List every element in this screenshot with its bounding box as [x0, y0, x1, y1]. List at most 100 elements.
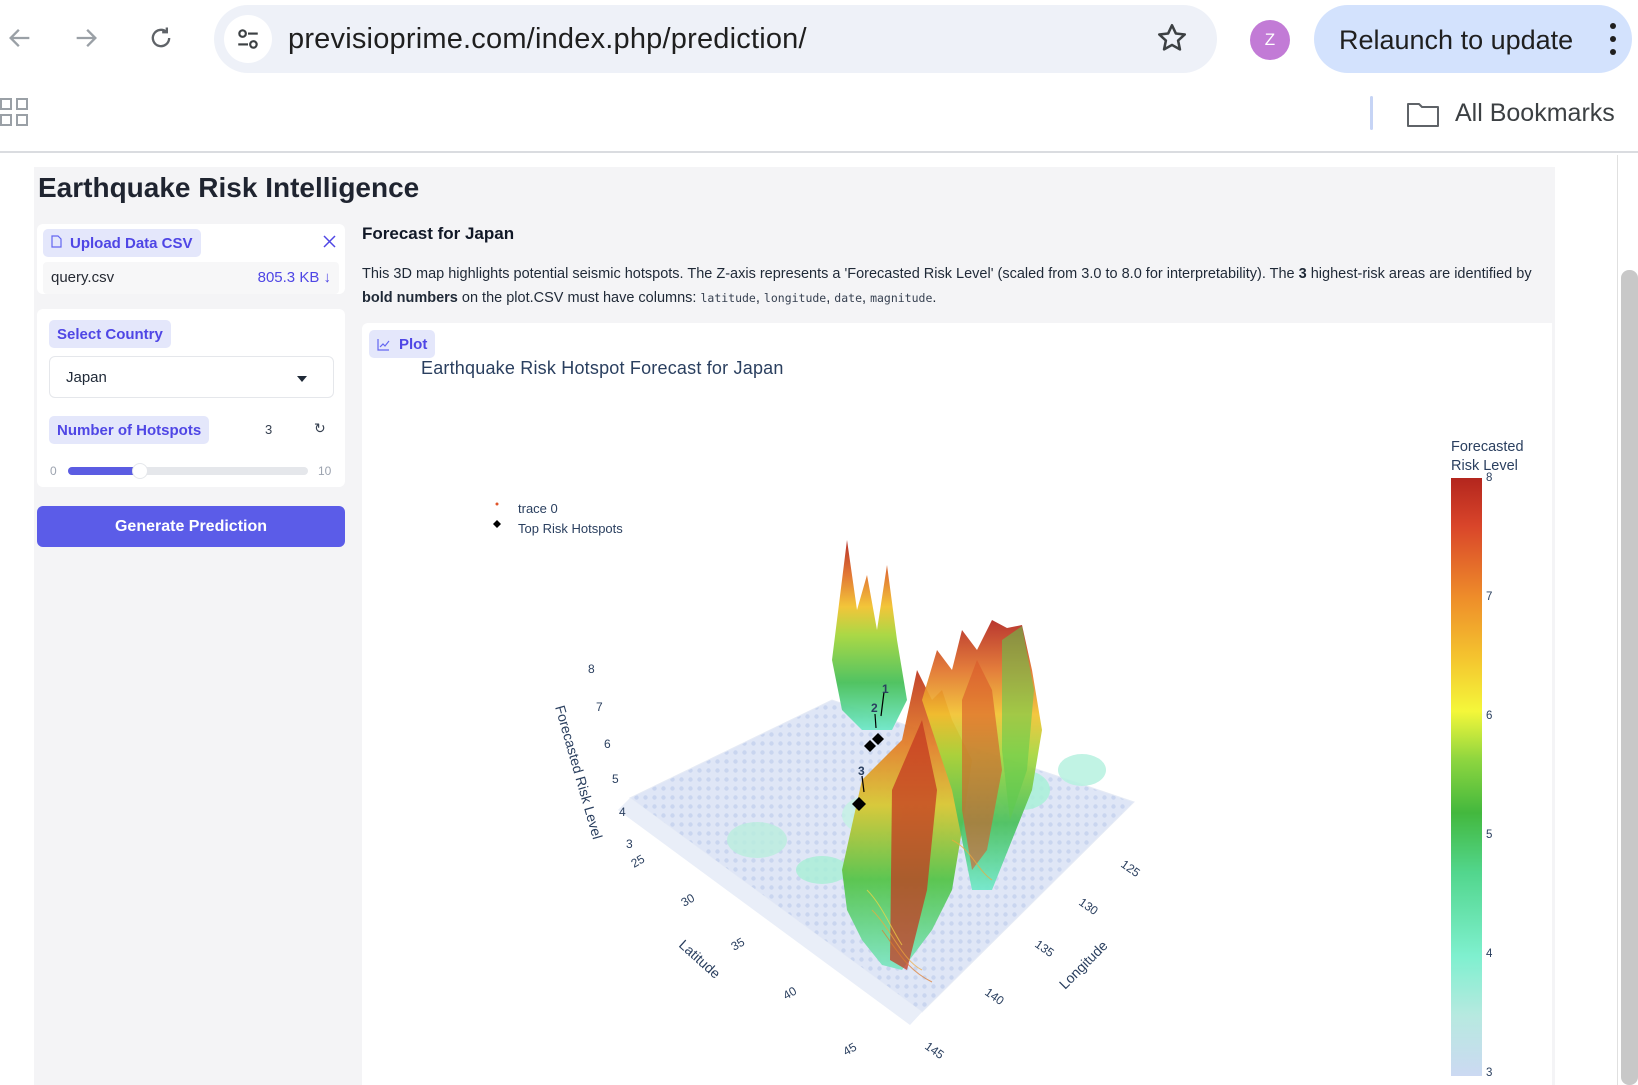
- close-icon: [322, 234, 336, 248]
- hotspot-marker: [864, 740, 876, 752]
- z-axis: 8 7 6 5 4 3 Forecasted Risk Level: [552, 662, 633, 851]
- relaunch-label: Relaunch to update: [1339, 25, 1574, 55]
- bookmarks-bar: All Bookmarks: [0, 78, 1638, 153]
- hotspot-label-3: 3: [858, 764, 865, 778]
- z-tick: 6: [604, 737, 611, 751]
- hotspot-label-2: 2: [871, 701, 878, 715]
- address-bar[interactable]: previsioprime.com/index.php/prediction/: [214, 5, 1217, 73]
- colorbar-title: Forecasted Risk Level: [1451, 438, 1524, 476]
- generate-prediction-button[interactable]: Generate Prediction: [37, 506, 345, 547]
- forecast-heading: Forecast for Japan: [362, 224, 515, 243]
- lat-tick: 25: [629, 852, 648, 871]
- hotspot-marker: [872, 733, 884, 745]
- lon-tick: 130: [1076, 895, 1101, 918]
- legend-hotspots[interactable]: Top Risk Hotspots: [518, 521, 623, 536]
- colorbar-title-line: Forecasted: [1451, 439, 1524, 455]
- z-tick: 3: [626, 837, 633, 851]
- back-button[interactable]: [2, 20, 38, 56]
- file-icon: [51, 234, 62, 252]
- upload-label-text: Upload Data CSV: [70, 234, 193, 252]
- scrollbar-thumb[interactable]: [1621, 270, 1638, 1085]
- country-label: Select Country: [49, 320, 171, 348]
- lat-tick: 30: [679, 891, 698, 910]
- more-menu-icon[interactable]: [1608, 23, 1618, 55]
- desc-bold: bold numbers: [362, 290, 458, 306]
- back-arrow-icon: [9, 29, 30, 47]
- reset-icon[interactable]: ↻: [314, 420, 326, 436]
- desc-sep: ,: [826, 290, 835, 306]
- scrollbar-track: [1617, 155, 1618, 1085]
- column-name: longitude: [763, 291, 827, 305]
- column-name: magnitude: [870, 291, 933, 305]
- browser-toolbar: previsioprime.com/index.php/prediction/ …: [0, 0, 1638, 78]
- hotspot-markers: 1 2 3: [852, 682, 889, 811]
- lon-tick: 135: [1032, 937, 1057, 960]
- relaunch-button[interactable]: Relaunch to update: [1314, 5, 1632, 73]
- forward-arrow-icon: [76, 29, 97, 47]
- legend-hotspot-marker: [493, 520, 501, 528]
- hotspots-value[interactable]: 3: [265, 422, 273, 437]
- legend-trace0-marker: [495, 502, 499, 506]
- desc-part: highest-risk areas are identified by: [1306, 266, 1532, 282]
- lat-tick: 45: [841, 1040, 860, 1059]
- lat-tick: 35: [729, 935, 748, 954]
- hotspot-marker: [852, 797, 866, 811]
- slider-thumb[interactable]: [132, 463, 148, 479]
- legend-trace0[interactable]: trace 0: [518, 501, 558, 516]
- z-tick: 5: [612, 772, 619, 786]
- desc-part: on the plot.CSV must have columns:: [457, 290, 701, 306]
- country-select[interactable]: Japan: [49, 356, 334, 398]
- colorbar-tick: 8: [1486, 472, 1493, 484]
- page-title: Earthquake Risk Intelligence: [38, 172, 420, 203]
- url-text[interactable]: previsioprime.com/index.php/prediction/: [288, 23, 807, 55]
- clear-file-button[interactable]: [316, 228, 342, 254]
- reload-button[interactable]: [143, 20, 179, 56]
- upload-label: Upload Data CSV: [43, 229, 201, 257]
- colorbar-title-line: Risk Level: [1451, 458, 1518, 474]
- surface-plot[interactable]: 1 2 3 8 7 6 5 4 3 Forecasted Risk Level …: [362, 370, 1262, 1080]
- column-name: latitude: [700, 291, 756, 305]
- z-axis-label: Forecasted Risk Level: [552, 703, 606, 841]
- uploaded-file-row: query.csv 805.3 KB ↓: [43, 262, 339, 294]
- colorbar-tick: 3: [1486, 1067, 1493, 1079]
- desc-end: .: [932, 290, 937, 306]
- z-tick: 4: [619, 805, 626, 819]
- file-size-download[interactable]: 805.3 KB ↓: [257, 269, 331, 286]
- profile-avatar[interactable]: Z: [1250, 20, 1290, 60]
- forecast-description: This 3D map highlights potential seismic…: [362, 262, 1552, 310]
- desc-sep: ,: [755, 290, 764, 306]
- lat-tick: 40: [781, 984, 800, 1003]
- hotspots-slider[interactable]: [68, 463, 308, 479]
- slider-min: 0: [50, 464, 57, 478]
- z-tick: 8: [588, 662, 595, 676]
- desc-part: This 3D map highlights potential seismic…: [362, 266, 1299, 282]
- country-select-value: Japan: [66, 369, 107, 386]
- file-name: query.csv: [51, 269, 115, 286]
- slider-max: 10: [318, 464, 332, 478]
- forward-button[interactable]: [68, 20, 104, 56]
- colorbar-tick: 5: [1486, 829, 1493, 841]
- dropdown-caret-icon: [297, 376, 307, 382]
- all-bookmarks-label[interactable]: All Bookmarks: [1455, 99, 1615, 127]
- bookmark-star-icon[interactable]: [1155, 21, 1189, 60]
- desc-count: 3: [1298, 266, 1307, 282]
- slider-fill: [68, 467, 140, 475]
- desc-sep: ,: [862, 290, 871, 306]
- z-tick: 7: [596, 700, 603, 714]
- lat-axis-label: Latitude: [676, 936, 724, 981]
- colorbar-tick: 7: [1486, 591, 1493, 603]
- lon-tick: 125: [1118, 857, 1143, 880]
- folder-icon[interactable]: [1406, 100, 1440, 133]
- hotspot-label-1: 1: [882, 682, 889, 696]
- plot-title: Earthquake Risk Hotspot Forecast for Jap…: [421, 358, 784, 378]
- colorbar-tick: 4: [1486, 948, 1493, 960]
- lon-tick: 140: [982, 985, 1007, 1008]
- bookmarks-separator: [1370, 96, 1373, 130]
- lon-tick: 145: [922, 1039, 947, 1062]
- column-name: date: [834, 291, 862, 305]
- apps-grid-icon[interactable]: [0, 98, 30, 133]
- reload-icon: [151, 27, 171, 48]
- risk-surface: [832, 540, 1042, 983]
- lon-axis-label: Longitude: [1056, 937, 1111, 992]
- site-settings-icon[interactable]: [224, 15, 272, 63]
